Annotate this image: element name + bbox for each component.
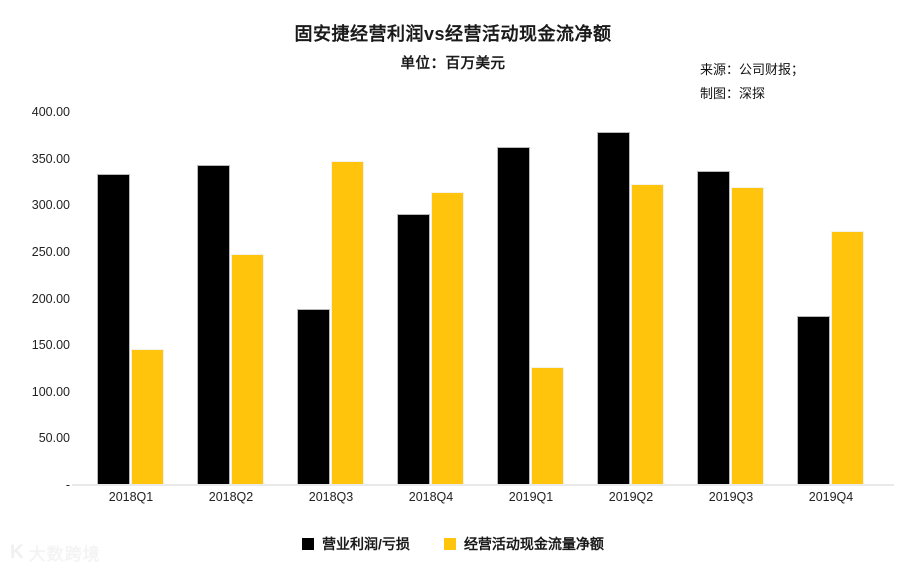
x-axis-tick-label: 2018Q2 (208, 490, 254, 504)
legend-label: 经营活动现金流量净额 (463, 536, 604, 552)
bar-operating-profit[interactable] (97, 173, 130, 485)
bar-operating-cashflow[interactable] (731, 186, 764, 485)
x-axis-tick-label: 2019Q4 (808, 490, 854, 504)
source-line-2: 制图：深探 (700, 86, 766, 101)
watermark-label: 大数跨境 (28, 545, 101, 564)
bar-operating-cashflow[interactable] (531, 366, 564, 485)
x-axis-tick-label: 2019Q3 (708, 490, 754, 504)
bar-operating-profit[interactable] (397, 213, 430, 485)
bar-operating-cashflow[interactable] (231, 253, 264, 485)
legend-label: 营业利润/亏损 (322, 536, 410, 552)
legend-item[interactable]: 经营活动现金流量净额 (443, 534, 604, 554)
x-axis-line (72, 484, 894, 486)
bar-operating-profit[interactable] (197, 165, 230, 485)
y-axis-tick-label: 300.00 (31, 198, 70, 213)
bar-group (297, 112, 365, 485)
x-axis-tick-label: 2018Q3 (308, 490, 354, 504)
y-axis-tick-label: 100.00 (31, 384, 70, 399)
chart-subtitle: 单位：百万美元 (400, 56, 506, 72)
bar-group (97, 112, 165, 485)
x-axis-tick-label: 2018Q1 (108, 490, 154, 504)
bar-operating-cashflow[interactable] (431, 192, 464, 485)
bar-operating-cashflow[interactable] (131, 348, 164, 485)
legend-swatch-icon (302, 538, 315, 550)
y-axis-tick-label: 350.00 (31, 151, 70, 166)
y-axis-tick-label: 400.00 (31, 105, 70, 119)
bar-group (197, 112, 265, 485)
x-axis-tick-label: 2019Q2 (608, 490, 654, 504)
bar-group (697, 112, 765, 485)
source-note: 来源：公司财报； 制图：深探 (700, 58, 804, 106)
bar-operating-profit[interactable] (797, 316, 830, 485)
x-axis-tick-label: 2019Q1 (508, 490, 554, 504)
bar-operating-profit[interactable] (497, 147, 530, 485)
legend-item[interactable]: 营业利润/亏损 (302, 534, 410, 554)
bar-group (597, 112, 665, 485)
y-axis-tick-label: 250.00 (31, 244, 70, 259)
y-axis: 400.00 350.00 300.00 250.00 200.00 150.00 100.… (8, 0, 70, 575)
plot-area (72, 112, 894, 485)
bar-group (397, 112, 465, 485)
bar-operating-profit[interactable] (597, 131, 630, 485)
source-line-1: 来源：公司财报； (700, 62, 805, 77)
y-axis-tick-label: 50.00 (38, 431, 70, 446)
watermark-mark-icon: K (10, 541, 24, 563)
watermark-logo: K 大数跨境 (10, 540, 101, 565)
bar-operating-cashflow[interactable] (631, 183, 664, 485)
bar-operating-profit[interactable] (697, 170, 730, 485)
bar-operating-cashflow[interactable] (331, 161, 364, 485)
y-axis-tick-label: - (65, 478, 70, 492)
x-axis-tick-label: 2018Q4 (408, 490, 454, 504)
chart-title: 固安捷经营利润vs经营活动现金流净额 (294, 24, 612, 44)
bar-group (497, 112, 565, 485)
y-axis-tick-label: 150.00 (31, 338, 70, 353)
y-axis-tick-label: 200.00 (31, 291, 70, 306)
legend-swatch-icon (443, 538, 456, 550)
bar-operating-profit[interactable] (297, 308, 330, 485)
bar-operating-cashflow[interactable] (831, 231, 864, 485)
chart-legend: 营业利润/亏损 经营活动现金流量净额 (0, 534, 906, 554)
bar-group (797, 112, 865, 485)
x-axis: 2018Q1 2018Q2 2018Q3 2018Q4 2019Q1 2019Q2 2019… (72, 490, 894, 514)
